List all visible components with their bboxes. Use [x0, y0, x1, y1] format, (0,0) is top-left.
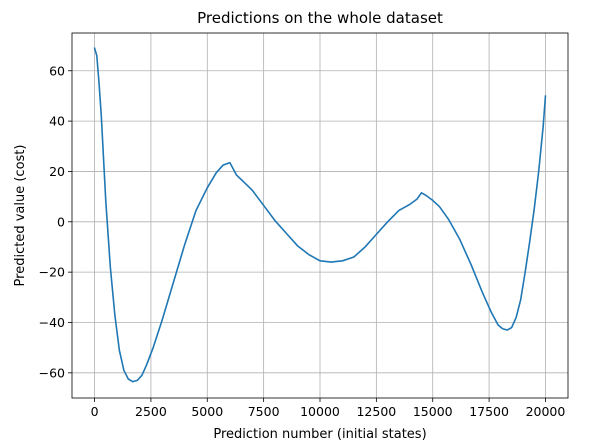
x-tick-label: 20000: [526, 404, 566, 419]
grid: [72, 33, 568, 398]
x-tick-label: 10000: [300, 404, 340, 419]
x-tick-label: 5000: [191, 404, 223, 419]
x-tick-label: 2500: [135, 404, 167, 419]
y-tick-label: 60: [49, 63, 65, 78]
x-axis-label: Prediction number (initial states): [213, 427, 426, 442]
x-tick-label: 0: [91, 404, 99, 419]
series-layer: [93, 47, 547, 383]
x-tick-label: 15000: [413, 404, 453, 419]
x-axis: 0 2500 5000 7500 10000 12500 15000 17500 20000: [91, 398, 566, 419]
x-tick-label: 17500: [469, 404, 509, 419]
chart-title: Predictions on the whole dataset: [197, 9, 443, 27]
y-tick-label: −40: [39, 315, 65, 330]
y-tick-label: 20: [49, 164, 65, 179]
y-axis: −60 −40 −20 0 20 40 60: [39, 63, 72, 380]
y-tick-label: 40: [49, 114, 65, 129]
y-tick-label: −20: [39, 265, 65, 280]
x-tick-label: 12500: [356, 404, 396, 419]
series-line: [93, 47, 547, 383]
x-tick-label: 7500: [248, 404, 280, 419]
y-tick-label: −60: [39, 365, 65, 380]
y-axis-label: Predicted value (cost): [13, 145, 28, 287]
y-tick-label: 0: [57, 214, 65, 229]
